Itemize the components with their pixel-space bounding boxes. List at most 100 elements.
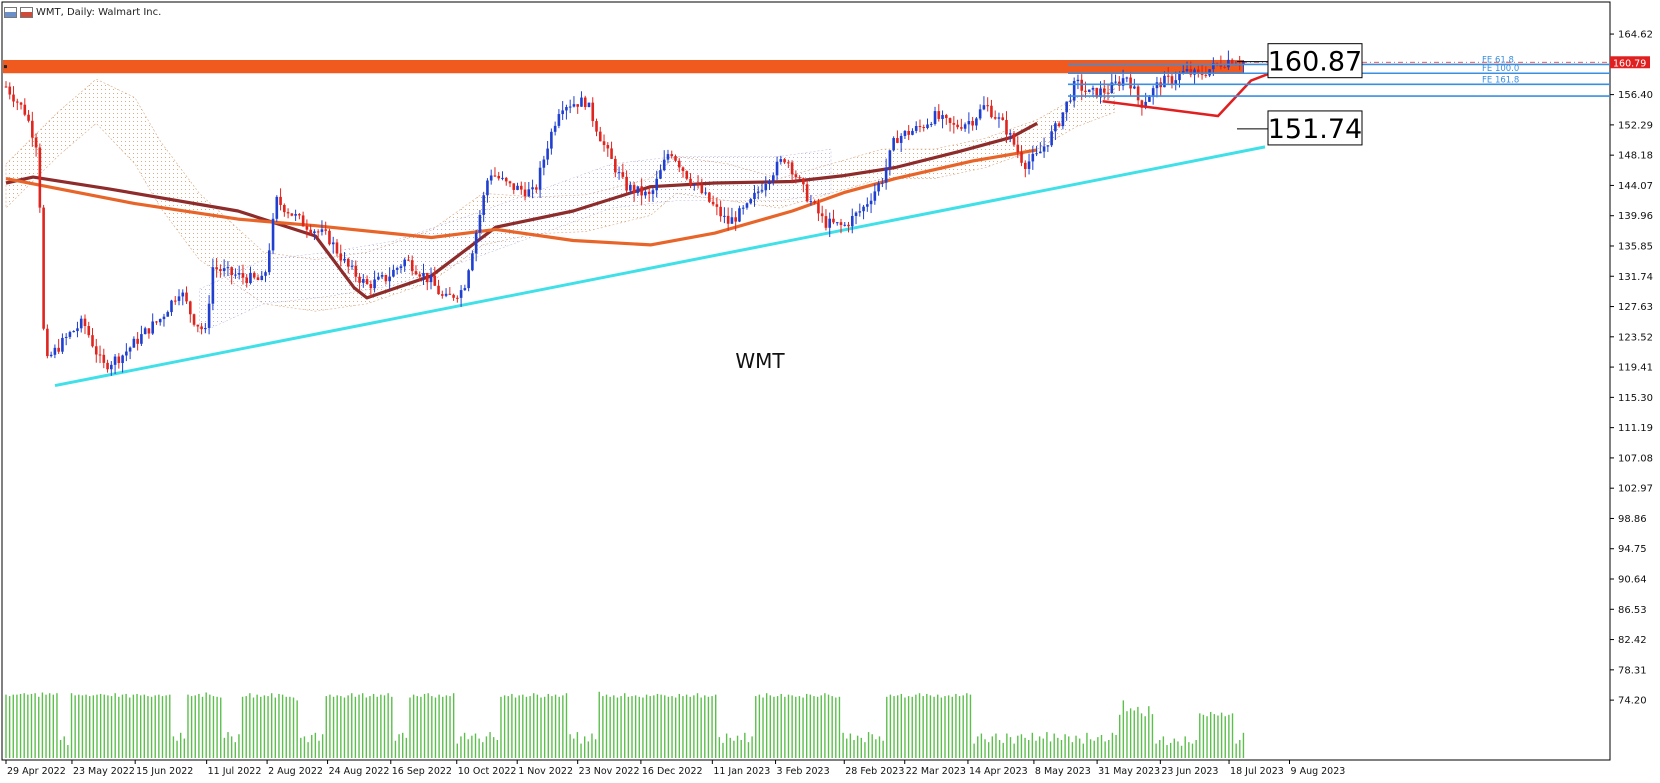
candle bbox=[305, 219, 309, 238]
candle bbox=[629, 181, 632, 195]
y-tick-label: 102.97 bbox=[1618, 484, 1653, 495]
candle bbox=[828, 212, 832, 238]
candle bbox=[606, 142, 610, 157]
candle bbox=[730, 207, 734, 224]
candle bbox=[636, 186, 640, 196]
candle bbox=[301, 211, 305, 227]
y-tick-label: 156.40 bbox=[1618, 90, 1653, 101]
candle bbox=[1114, 74, 1117, 85]
candle bbox=[677, 158, 681, 173]
candle bbox=[46, 324, 49, 359]
candle bbox=[207, 295, 211, 335]
candle bbox=[625, 170, 628, 194]
candle bbox=[388, 267, 391, 289]
candle bbox=[429, 267, 433, 290]
candle bbox=[463, 284, 467, 291]
candle bbox=[873, 183, 877, 205]
y-tick-label: 111.19 bbox=[1618, 423, 1653, 434]
candle bbox=[659, 164, 662, 180]
candle bbox=[185, 286, 188, 304]
candle bbox=[866, 197, 869, 212]
candle bbox=[219, 264, 222, 278]
candle bbox=[331, 236, 335, 254]
y-tick-label: 135.85 bbox=[1618, 241, 1653, 252]
candle bbox=[854, 211, 858, 225]
fibo-level-label: FE 161.8 bbox=[1482, 75, 1519, 85]
candle bbox=[125, 343, 128, 362]
candle bbox=[252, 271, 256, 280]
candle bbox=[31, 111, 34, 147]
candle bbox=[753, 185, 756, 207]
candle bbox=[523, 182, 527, 201]
candle bbox=[422, 263, 425, 285]
x-tick-label: 23 Jun 2023 bbox=[1161, 766, 1218, 777]
candle bbox=[967, 112, 971, 134]
volume-bars bbox=[5, 691, 1245, 758]
candle bbox=[651, 187, 655, 202]
y-tick-label: 90.64 bbox=[1618, 575, 1647, 586]
candle bbox=[241, 264, 245, 285]
candle bbox=[346, 257, 350, 274]
candle bbox=[275, 195, 279, 223]
candle bbox=[794, 170, 798, 184]
candle bbox=[768, 179, 771, 190]
y-tick-label: 78.31 bbox=[1618, 665, 1647, 676]
candle bbox=[847, 221, 850, 233]
candle bbox=[407, 254, 410, 262]
candle bbox=[155, 320, 158, 325]
candle bbox=[745, 202, 749, 210]
candle bbox=[978, 104, 982, 121]
candle bbox=[696, 175, 700, 189]
x-tick-label: 8 May 2023 bbox=[1035, 766, 1091, 777]
candle bbox=[986, 97, 989, 112]
candle bbox=[884, 158, 888, 190]
candle bbox=[106, 359, 109, 373]
candle bbox=[350, 259, 354, 270]
candle bbox=[177, 289, 181, 306]
candle bbox=[15, 98, 19, 111]
candle bbox=[756, 186, 760, 200]
y-tick-label: 148.18 bbox=[1618, 151, 1653, 162]
candle bbox=[444, 288, 448, 298]
x-tick-label: 14 Apr 2023 bbox=[969, 766, 1028, 777]
candle bbox=[723, 207, 726, 224]
candle bbox=[132, 336, 136, 348]
candle bbox=[49, 351, 53, 358]
y-tick-label: 119.41 bbox=[1618, 363, 1653, 374]
candle bbox=[666, 149, 670, 164]
candle bbox=[504, 176, 508, 186]
candle bbox=[1005, 111, 1008, 143]
x-tick-label: 16 Sep 2022 bbox=[392, 766, 452, 777]
candle bbox=[76, 321, 79, 338]
resistance-zone-marker bbox=[4, 65, 7, 69]
candle bbox=[602, 134, 606, 152]
candle bbox=[519, 181, 523, 195]
candle bbox=[535, 184, 538, 194]
candle bbox=[685, 170, 689, 181]
candle bbox=[805, 180, 809, 203]
candle bbox=[91, 328, 94, 348]
chart-settings-icon[interactable] bbox=[20, 6, 33, 18]
x-tick-label: 23 May 2022 bbox=[73, 766, 135, 777]
x-tick-label: 23 Nov 2022 bbox=[579, 766, 640, 777]
candle bbox=[290, 213, 294, 217]
candle bbox=[546, 140, 549, 166]
candle bbox=[128, 346, 132, 360]
candle bbox=[591, 97, 595, 127]
candle bbox=[1087, 89, 1091, 93]
y-tick-label: 98.86 bbox=[1618, 514, 1647, 525]
candle bbox=[38, 143, 42, 213]
candle bbox=[110, 361, 113, 376]
candle bbox=[83, 314, 87, 335]
y-tick-label: 164.62 bbox=[1618, 30, 1653, 41]
candle bbox=[1065, 101, 1068, 121]
candle bbox=[237, 265, 241, 280]
candle bbox=[489, 169, 493, 185]
swing-lines bbox=[1102, 72, 1271, 118]
candle bbox=[245, 274, 249, 288]
candle bbox=[922, 124, 926, 132]
y-tick-label: 107.08 bbox=[1618, 453, 1653, 464]
chart-type-icon[interactable] bbox=[4, 6, 17, 18]
